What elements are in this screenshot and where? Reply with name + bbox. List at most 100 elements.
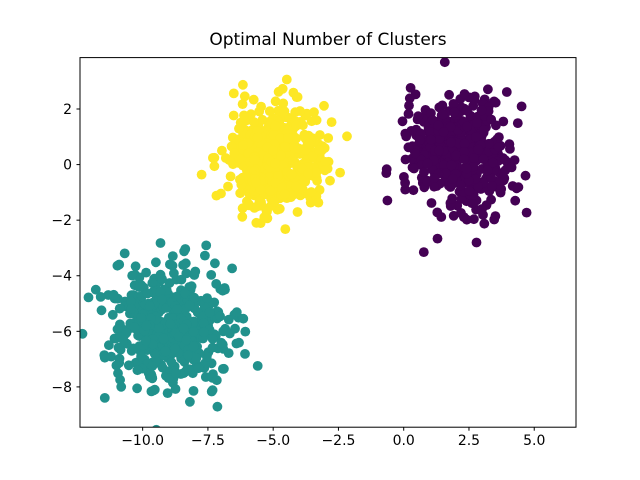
data-point (501, 87, 512, 97)
data-point (405, 83, 416, 93)
data-point (207, 342, 218, 353)
data-point (479, 125, 489, 135)
data-point (486, 173, 497, 184)
data-point (323, 133, 334, 143)
data-point (478, 154, 489, 165)
data-point (459, 89, 470, 99)
data-point (303, 168, 313, 179)
data-point (244, 200, 255, 211)
y-tick-label: 0 (63, 158, 72, 174)
data-point (473, 144, 484, 155)
data-point (158, 333, 169, 344)
data-point (422, 158, 433, 169)
data-point (160, 346, 171, 357)
data-point (400, 178, 410, 188)
data-point (290, 107, 301, 118)
data-point (264, 106, 275, 116)
x-tick-label: −10.0 (121, 433, 164, 449)
data-point (188, 327, 199, 337)
data-point (313, 197, 324, 208)
data-point (280, 141, 291, 152)
data-point (127, 270, 138, 281)
data-point (234, 123, 244, 134)
data-point (469, 153, 479, 164)
data-point (215, 311, 226, 322)
y-tick-label: 2 (63, 102, 72, 118)
data-point (439, 160, 449, 171)
x-tick-label: −7.5 (191, 433, 225, 449)
data-point (455, 180, 466, 191)
data-point (172, 304, 183, 314)
data-point (252, 132, 263, 143)
data-point (186, 281, 197, 292)
data-point (270, 158, 281, 169)
data-point (185, 396, 195, 407)
data-point (157, 294, 168, 305)
data-point (279, 106, 290, 117)
data-point (505, 144, 515, 154)
data-point (227, 263, 238, 274)
data-point (200, 250, 210, 261)
data-point (152, 424, 161, 428)
data-point (381, 164, 392, 175)
data-point (401, 131, 412, 142)
data-point (147, 361, 158, 371)
data-point (325, 175, 335, 186)
data-point (167, 260, 178, 271)
data-point (311, 167, 322, 178)
data-point (204, 307, 215, 318)
data-point (335, 167, 345, 178)
data-point (472, 118, 482, 128)
data-point (206, 270, 217, 280)
chart-title: Optimal Number of Clusters (209, 30, 447, 50)
data-point (170, 343, 180, 354)
data-point (278, 98, 289, 109)
data-point (464, 186, 475, 196)
data-point (448, 210, 459, 221)
axes-spines (79, 57, 577, 428)
data-point (199, 327, 209, 338)
data-point (180, 288, 191, 299)
data-point (164, 278, 175, 288)
data-point (114, 303, 125, 314)
data-point (486, 114, 497, 125)
data-point (144, 300, 155, 311)
data-point (238, 313, 249, 324)
data-point (478, 210, 488, 220)
data-point (132, 383, 143, 394)
data-point (231, 307, 242, 318)
data-point (108, 289, 119, 300)
data-point (287, 190, 297, 201)
data-point (252, 361, 263, 371)
data-point (217, 145, 227, 156)
x-tick-label: 5.0 (523, 433, 545, 449)
data-point (178, 323, 189, 334)
cluster-yellow (196, 74, 352, 235)
data-point (248, 117, 259, 127)
data-point (312, 175, 322, 186)
data-point (306, 187, 317, 197)
data-point (224, 155, 235, 165)
x-tick-label: −5.0 (256, 433, 290, 449)
data-point (189, 292, 200, 303)
data-point (462, 105, 472, 116)
data-point (208, 153, 218, 163)
data-point (99, 393, 110, 403)
y-tick-label: −6 (51, 324, 72, 340)
data-point (277, 83, 288, 94)
data-point (212, 401, 223, 412)
data-point (482, 165, 493, 176)
data-point (446, 137, 456, 148)
data-point (269, 196, 280, 207)
data-point (149, 348, 160, 359)
data-point (157, 362, 168, 373)
data-point (129, 322, 140, 333)
data-point (107, 309, 118, 320)
data-point (191, 353, 202, 363)
data-point (207, 334, 218, 344)
data-point (223, 181, 233, 192)
data-point (459, 147, 470, 157)
data-point (270, 120, 281, 131)
data-point (426, 134, 436, 145)
